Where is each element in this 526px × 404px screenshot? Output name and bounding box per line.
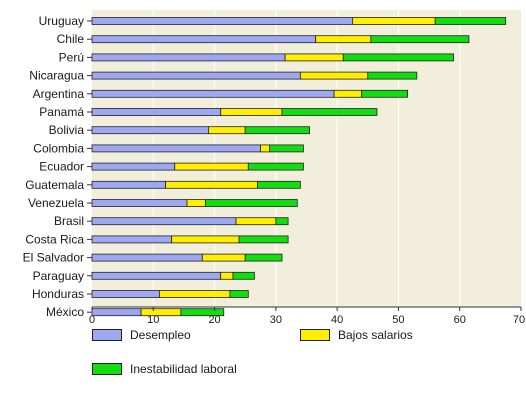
category-label-chile: Chile [57, 32, 85, 46]
x-axis-ticks: 0 10 20 30 40 50 60 70 [89, 307, 525, 326]
category-label-paraguay: Paraguay [33, 269, 84, 283]
x-tick-label-0: 0 [89, 314, 95, 326]
bar-paraguay-bajos-salarios [220, 271, 234, 280]
category-label-costa-rica: Costa Rica [25, 232, 84, 246]
bar-el-salvador-inestabilidad-laboral [244, 253, 283, 262]
legend-swatch-bajos-salarios [300, 329, 330, 341]
legend-label-desempleo: Desempleo [130, 328, 191, 342]
category-label-venezuela: Venezuela [28, 196, 84, 210]
x-tick-label-30: 30 [270, 314, 282, 326]
x-tick-label-10: 10 [147, 314, 159, 326]
bar-paraguay-inestabilidad-laboral [232, 271, 255, 280]
bar-nicaragua-bajos-salarios [299, 71, 369, 80]
bar-bolivia-bajos-salarios [208, 126, 246, 135]
bar-peru-inestabilidad-laboral [342, 53, 454, 62]
bar-brasil-bajos-salarios [235, 217, 277, 226]
category-label-ecuador: Ecuador [39, 160, 84, 174]
x-tick-label-60: 60 [454, 314, 466, 326]
bar-chile-desempleo [91, 35, 317, 44]
bar-guatemala-desempleo [91, 180, 166, 189]
bar-uruguay-bajos-salarios [352, 17, 436, 25]
bar-honduras-desempleo [91, 290, 160, 298]
legend-item-desempleo: Desempleo [92, 328, 191, 342]
bar-ecuador-bajos-salarios [174, 162, 249, 171]
bar-colombia-desempleo [91, 144, 261, 153]
bar-mexico-desempleo [91, 308, 142, 317]
bar-costa-rica-inestabilidad-laboral [238, 235, 289, 244]
category-label-bolivia: Bolivia [49, 123, 85, 137]
bar-guatemala-bajos-salarios [165, 180, 258, 189]
legend-swatch-desempleo [92, 329, 122, 341]
bar-costa-rica-desempleo [91, 235, 173, 244]
bar-el-salvador-desempleo [91, 253, 203, 262]
bar-peru-bajos-salarios [284, 53, 344, 62]
bar-honduras-inestabilidad-laboral [229, 290, 249, 298]
category-label-mexico: México [46, 305, 84, 319]
x-tick-label-70: 70 [513, 314, 525, 326]
bar-chile-bajos-salarios [315, 35, 372, 44]
bar-colombia-bajos-salarios [260, 144, 271, 153]
stacked-bar-chart: Uruguay Chile Perú Nicaragua Argentina Panamá… [23, 10, 525, 326]
bar-colombia-inestabilidad-laboral [269, 144, 304, 153]
bar-panama-inestabilidad-laboral [281, 108, 378, 116]
category-label-uruguay: Uruguay [39, 14, 84, 28]
legend-swatch-inestabilidad-laboral [92, 363, 122, 375]
bar-ecuador-inestabilidad-laboral [247, 162, 304, 171]
bar-uruguay-inestabilidad-laboral [434, 17, 507, 25]
bar-ecuador-desempleo [91, 162, 176, 171]
bar-nicaragua-desempleo [91, 71, 301, 80]
bar-costa-rica-bajos-salarios [171, 235, 240, 244]
bar-uruguay-desempleo [91, 17, 353, 25]
x-tick-label-20: 20 [208, 314, 220, 326]
bar-peru-desempleo [91, 53, 286, 62]
legend-item-inestabilidad-laboral: Inestabilidad laboral [92, 362, 237, 376]
legend-label-bajos-salarios: Bajos salarios [338, 328, 413, 342]
bar-brasil-desempleo [91, 217, 237, 226]
bar-mexico-inestabilidad-laboral [180, 308, 225, 317]
bar-honduras-bajos-salarios [159, 290, 231, 298]
x-tick-label-50: 50 [392, 314, 404, 326]
category-labels: Uruguay Chile Perú Nicaragua Argentina Panamá… [23, 14, 92, 319]
bar-paraguay-desempleo [91, 271, 222, 280]
category-label-el-salvador: El Salvador [23, 251, 84, 265]
x-tick-label-40: 40 [331, 314, 343, 326]
bar-bolivia-inestabilidad-laboral [244, 126, 310, 135]
category-label-peru: Perú [59, 50, 84, 64]
bar-venezuela-bajos-salarios [186, 199, 206, 207]
legend-label-inestabilidad-laboral: Inestabilidad laboral [130, 362, 237, 376]
category-label-brasil: Brasil [54, 214, 84, 228]
bar-chile-inestabilidad-laboral [370, 35, 470, 44]
bar-argentina-inestabilidad-laboral [361, 89, 409, 98]
bar-bolivia-desempleo [91, 126, 209, 135]
bar-venezuela-desempleo [91, 199, 188, 207]
bar-brasil-inestabilidad-laboral [275, 217, 289, 226]
bar-panama-desempleo [91, 108, 222, 116]
bar-guatemala-inestabilidad-laboral [257, 180, 301, 189]
bar-venezuela-inestabilidad-laboral [204, 199, 298, 207]
category-label-panama: Panamá [39, 105, 84, 119]
bar-panama-bajos-salarios [220, 108, 283, 116]
category-label-argentina: Argentina [33, 87, 85, 101]
category-label-guatemala: Guatemala [25, 178, 84, 192]
category-label-honduras: Honduras [32, 287, 84, 301]
bar-argentina-desempleo [91, 89, 335, 98]
bar-argentina-bajos-salarios [333, 89, 363, 98]
bar-el-salvador-bajos-salarios [201, 253, 246, 262]
legend-item-bajos-salarios: Bajos salarios [300, 328, 413, 342]
category-label-nicaragua: Nicaragua [29, 69, 84, 83]
bar-nicaragua-inestabilidad-laboral [367, 71, 418, 80]
category-label-colombia: Colombia [33, 141, 84, 155]
